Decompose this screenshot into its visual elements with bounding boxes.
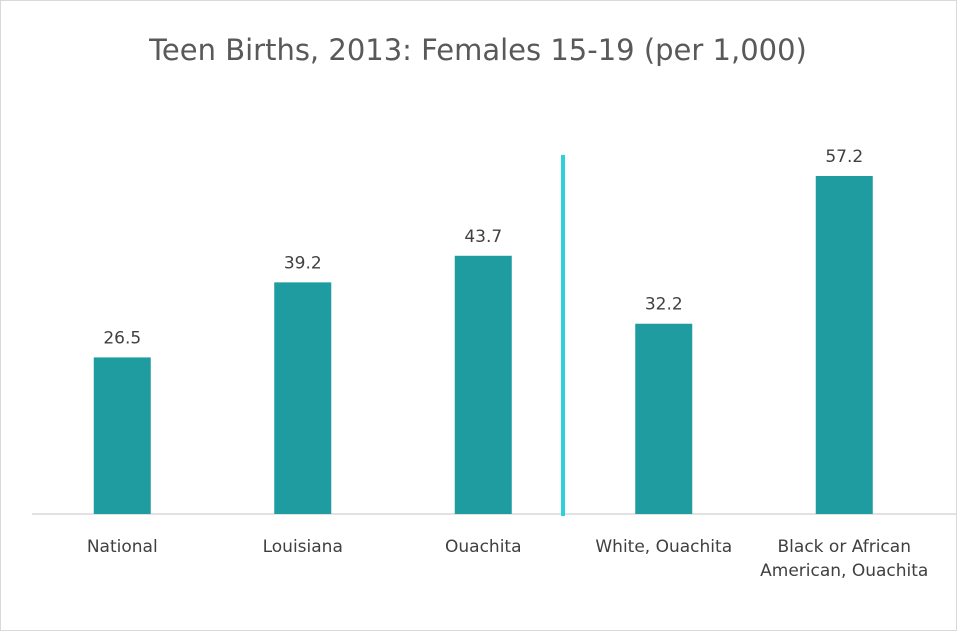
- data-label: 43.7: [464, 227, 502, 247]
- data-label: 32.2: [645, 295, 683, 315]
- x-tick-label: White, Ouachita: [595, 537, 733, 557]
- x-tick-label: Black or African American, Ouachita: [760, 537, 929, 581]
- x-tick-label: National: [86, 537, 158, 557]
- data-label: 26.5: [103, 328, 141, 348]
- bar: [815, 176, 873, 514]
- data-label: 39.2: [284, 253, 322, 273]
- x-tick-label: Louisiana: [262, 537, 343, 557]
- data-label: 57.2: [825, 147, 863, 167]
- bar: [274, 282, 332, 514]
- bar: [93, 357, 151, 514]
- x-tick-label: Ouachita: [445, 537, 522, 557]
- bar: [635, 323, 693, 514]
- bar: [454, 255, 512, 515]
- chart-title: Teen Births, 2013: Females 15-19 (per 1,…: [148, 33, 807, 67]
